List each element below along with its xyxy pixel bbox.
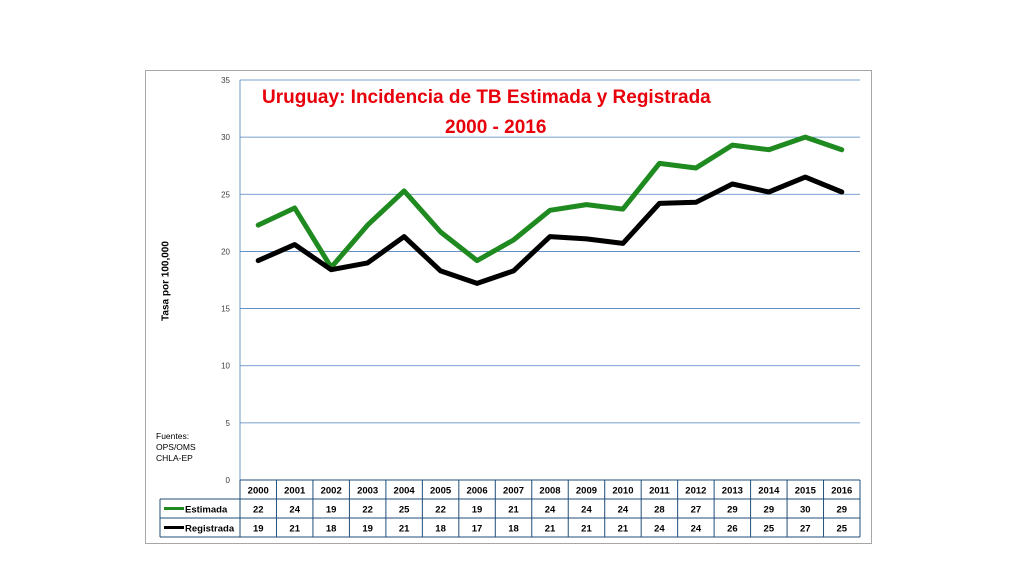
data-label: 24 <box>545 505 556 516</box>
data-label: 21 <box>289 524 300 535</box>
data-label: 24 <box>618 505 629 516</box>
sources-line: OPS/OMS <box>156 442 196 452</box>
x-tick-label: 2004 <box>394 486 416 497</box>
data-label: 22 <box>253 505 264 516</box>
data-label: 24 <box>289 505 300 516</box>
series-line-estimada <box>255 134 845 270</box>
data-label: 21 <box>581 524 592 535</box>
x-tick-label: 2010 <box>612 486 633 497</box>
y-tick-labels: 0 5 10 15 20 25 30 35 <box>221 76 230 485</box>
data-label: 25 <box>836 524 847 535</box>
series-line-registrada <box>255 174 845 286</box>
data-label: 21 <box>399 524 410 535</box>
chart-title: Uruguay: Incidencia de TB Estimada y Reg… <box>262 87 711 108</box>
data-label: 29 <box>836 505 847 516</box>
y-tick-label: 25 <box>221 190 230 199</box>
x-tick-label: 2006 <box>466 486 487 497</box>
y-tick-label: 15 <box>221 305 230 314</box>
data-label: 24 <box>691 524 702 535</box>
sources-line: CHLA-EP <box>156 453 193 463</box>
data-label: 17 <box>472 524 483 535</box>
y-tick-label: 5 <box>226 419 231 428</box>
data-label: 28 <box>654 505 665 516</box>
data-label: 21 <box>618 524 629 535</box>
y-tick-label: 10 <box>221 362 230 371</box>
data-label: 29 <box>764 505 775 516</box>
sources-annotation: Fuentes: OPS/OMS CHLA-EP <box>156 431 196 464</box>
data-label: 29 <box>727 505 738 516</box>
data-label: 24 <box>654 524 665 535</box>
sources-line: Fuentes: <box>156 431 190 441</box>
data-label: 27 <box>691 505 702 516</box>
x-tick-label: 2007 <box>503 486 524 497</box>
data-label: 21 <box>508 505 519 516</box>
data-table: 2000 2001 2002 2003 2004 2005 2006 2007 2008 2009… <box>159 479 861 538</box>
data-label: 19 <box>472 505 483 516</box>
data-label: 19 <box>326 505 337 516</box>
series-lines <box>255 134 845 286</box>
legend-label: Estimada <box>185 505 228 516</box>
x-tick-label: 2009 <box>576 486 597 497</box>
y-tick-label: 0 <box>226 476 231 485</box>
gridlines <box>239 79 860 480</box>
data-label: 22 <box>435 505 446 516</box>
data-label: 18 <box>326 524 337 535</box>
x-tick-label: 2003 <box>357 486 378 497</box>
x-tick-label: 2011 <box>649 486 670 497</box>
data-label: 25 <box>399 505 410 516</box>
data-label: 19 <box>362 524 373 535</box>
x-tick-label: 2013 <box>722 486 743 497</box>
data-label: 27 <box>800 524 811 535</box>
data-label: 24 <box>581 505 592 516</box>
y-tick-label: 30 <box>221 133 230 142</box>
data-label: 26 <box>727 524 738 535</box>
y-tick-label: 35 <box>221 76 230 85</box>
x-tick-label: 2012 <box>685 486 706 497</box>
x-tick-label: 2005 <box>430 486 452 497</box>
data-label: 25 <box>764 524 775 535</box>
x-tick-label: 2000 <box>248 486 269 497</box>
legend-label: Registrada <box>185 524 235 535</box>
chart-subtitle: 2000 - 2016 <box>445 117 547 138</box>
data-label: 30 <box>800 505 811 516</box>
x-tick-label: 2002 <box>321 486 342 497</box>
data-label: 18 <box>435 524 446 535</box>
x-tick-label: 2015 <box>795 486 817 497</box>
x-tick-label: 2016 <box>831 486 852 497</box>
data-label: 22 <box>362 505 373 516</box>
x-tick-label: 2014 <box>758 486 780 497</box>
y-axis-label: Tasa por 100,000 <box>160 241 172 321</box>
y-tick-label: 20 <box>221 247 230 256</box>
x-tick-label: 2008 <box>539 486 560 497</box>
x-tick-label: 2001 <box>284 486 306 497</box>
data-label: 19 <box>253 524 264 535</box>
data-label: 21 <box>545 524 556 535</box>
data-label: 18 <box>508 524 519 535</box>
